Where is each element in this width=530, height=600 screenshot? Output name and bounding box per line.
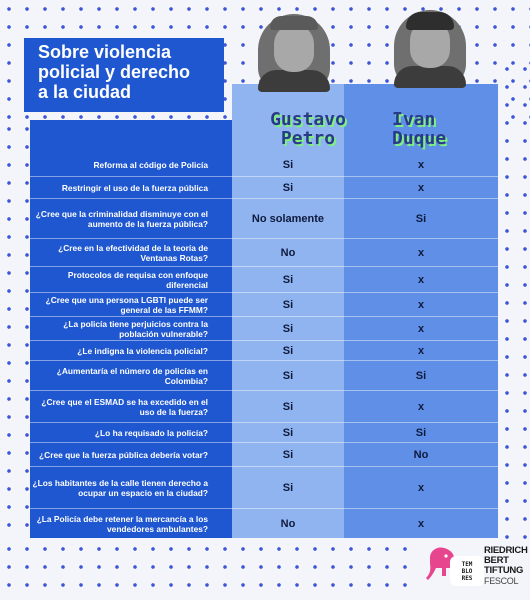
question-text: ¿Cree que la fuerza pública debería vota… [39,449,208,460]
petro-portrait [258,14,330,92]
question-text: ¿Aumentaría el número de policías en Col… [56,365,208,386]
elephant-logo-icon [426,547,455,580]
table-row: ¿Aumentaría el número de policías en Col… [30,360,498,390]
duque-answer: No [413,448,429,461]
questions-panel [30,120,232,538]
duque-name: Ivan Duque [392,109,447,149]
temblores-logo: TEM BLO RES [450,556,484,586]
dot-pattern-right [498,60,530,540]
petro-answer: Si [282,344,294,357]
question-text: ¿Cree que la criminalidad disminuye con … [35,208,208,229]
table-row: ¿Los habitantes de la calle tienen derec… [30,466,498,508]
petro-answer: Si [282,273,294,286]
duque-answer: x [417,400,425,413]
petro-column [232,84,344,538]
table-row: Restringir el uso de la fuerza pública Si… [30,176,498,198]
table-row: ¿Cree en la efectividad de la teoría de … [30,238,498,266]
petro-answer: Si [282,298,294,311]
title-box [24,38,224,112]
question-text: Protocolos de requisa con enfoque difere… [67,269,208,290]
duque-answer: Si [415,369,427,382]
question-text: ¿Cree que el ESMAD se ha excedido en el … [41,396,208,417]
table-row: ¿La policía tiene perjuicios contra la p… [30,316,498,340]
table-row: Reforma al código de Policía Si x [30,154,498,176]
question-text: ¿Lo ha requisado la policía? [94,427,208,438]
duque-answer: x [417,344,425,357]
duque-answer: x [417,273,425,286]
question-text: ¿Los habitantes de la calle tienen derec… [32,477,208,498]
duque-column [344,84,498,538]
petro-answer: Si [282,369,294,382]
duque-answer: Si [415,426,427,439]
duque-answer: x [417,246,425,259]
duque-answer: x [417,481,425,494]
table-row: Protocolos de requisa con enfoque difere… [30,266,498,292]
petro-answer: No [280,246,296,259]
petro-answer: Si [282,481,294,494]
table-row: ¿Cree que la fuerza pública debería vota… [30,442,498,466]
table-row: ¿Cree que una persona LGBTI puede ser ge… [30,292,498,316]
question-text: ¿Cree que una persona LGBTI puede ser ge… [45,294,208,315]
question-text: ¿La Policía debe retener la mercancía a … [36,513,208,534]
question-text: ¿Le indigna la violencia policial? [77,345,208,356]
duque-answer: Si [415,212,427,225]
dot-pattern-bottom [0,540,420,600]
question-text: ¿Cree en la efectividad de la teoría de … [58,242,208,263]
duque-answer: x [417,159,425,171]
petro-answer: Si [282,400,294,413]
petro-name: Gustavo Petro [270,109,346,149]
question-text: Reforma al código de Policía [93,160,209,170]
duque-answer: x [417,517,425,530]
table-row: ¿La Policía debe retener la mercancía a … [30,508,498,538]
page-title: Sobre violencia policial y derecho a la … [38,42,191,102]
duque-portrait [394,10,466,88]
petro-answer: No [280,517,296,530]
fescol-logo: RIEDRICH BERT TIFTUNG FESCOL [484,545,528,587]
dot-pattern-left [0,120,30,540]
duque-answer: x [417,298,425,311]
question-text: ¿La policía tiene perjuicios contra la p… [63,318,208,339]
table-row: ¿Le indigna la violencia policial? Si x [30,340,498,360]
duque-answer: x [417,181,425,194]
duque-answer: x [417,322,425,335]
petro-answer: Si [282,322,294,335]
petro-answer: Si [282,181,294,194]
table-row: ¿Cree que el ESMAD se ha excedido en el … [30,390,498,422]
question-text: Restringir el uso de la fuerza pública [61,182,208,193]
petro-answer: No solamente [251,212,325,225]
table-row: ¿Cree que la criminalidad disminuye con … [30,198,498,238]
petro-answer: Si [282,426,294,439]
table-row: ¿Lo ha requisado la policía? Si Si [30,422,498,442]
petro-answer: Si [282,159,294,171]
petro-answer: Si [282,448,294,461]
